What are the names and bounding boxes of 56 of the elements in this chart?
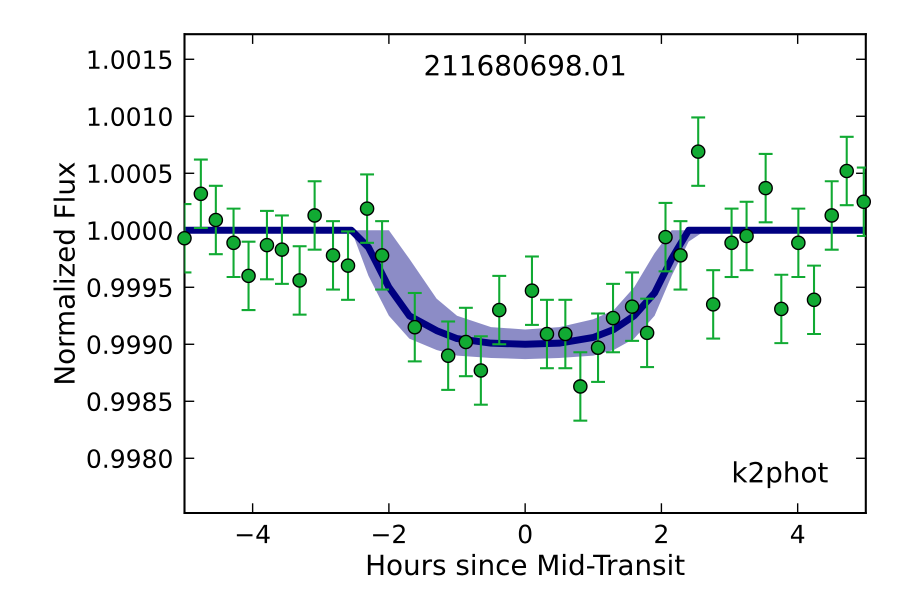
- y-tick-label: 1.0005: [88, 164, 172, 184]
- point: [292, 273, 307, 288]
- point: [573, 379, 588, 394]
- x-tick-label: −4: [236, 524, 270, 544]
- point: [806, 292, 822, 308]
- point: [590, 340, 606, 355]
- y-tick-label: 0.9980: [88, 449, 172, 468]
- point: [690, 144, 706, 159]
- point: [824, 208, 840, 223]
- point: [774, 302, 789, 316]
- point: [640, 326, 654, 340]
- point: [440, 348, 456, 363]
- x-axis-title: Hours since Mid-Transit: [368, 554, 684, 576]
- point: [474, 363, 488, 378]
- y-tick-label: 0.9995: [88, 278, 172, 298]
- point: [658, 230, 673, 244]
- point: [458, 334, 474, 350]
- point: [524, 283, 540, 298]
- point: [758, 180, 773, 196]
- point: [558, 326, 573, 342]
- point: [791, 236, 806, 250]
- x-tick-label: 0: [518, 524, 532, 544]
- point: [226, 236, 241, 250]
- point: [307, 208, 322, 223]
- point: [208, 212, 224, 228]
- y-tick-label: 1.0000: [88, 221, 172, 240]
- point: [706, 297, 720, 312]
- x-tick-label: 2: [655, 524, 667, 544]
- point: [673, 248, 688, 263]
- point: [177, 230, 192, 246]
- y-axis-title: Normalized Flux: [53, 162, 75, 383]
- point: [739, 228, 754, 244]
- text: 211680698.01: [426, 54, 624, 76]
- point: [540, 326, 554, 342]
- x-tick-label: 4: [790, 524, 804, 544]
- point: [606, 310, 620, 326]
- point: [839, 164, 854, 178]
- x-tick-label: −2: [373, 524, 405, 544]
- point: [624, 299, 640, 314]
- y-tick-label: 0.9985: [88, 392, 172, 412]
- point: [340, 258, 356, 273]
- point: [856, 194, 872, 210]
- point: [374, 248, 390, 263]
- point: [194, 186, 208, 202]
- point: [407, 320, 422, 334]
- annotation: k2phot: [734, 461, 828, 488]
- point: [326, 248, 340, 263]
- point: [724, 236, 739, 250]
- point: [492, 302, 507, 318]
- y-tick-label: 1.0015: [88, 50, 172, 70]
- point: [274, 242, 290, 257]
- point: [360, 201, 374, 216]
- point: [241, 268, 256, 284]
- y-tick-label: 0.9990: [88, 335, 172, 354]
- point: [260, 238, 274, 252]
- y-tick-label: 1.0010: [88, 107, 172, 126]
